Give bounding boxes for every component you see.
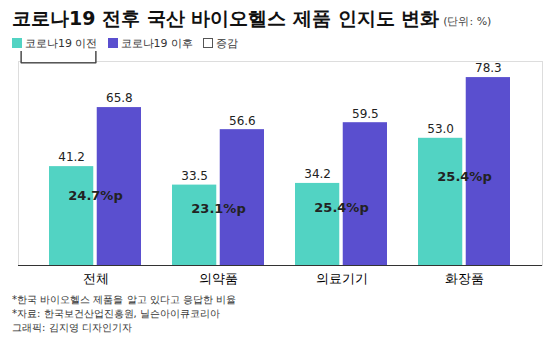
svg-text:34.2: 34.2	[304, 167, 331, 181]
svg-text:59.5: 59.5	[352, 107, 379, 121]
html-text:코로나19 이전: 코로나19 이전	[25, 37, 98, 50]
svg-text:의약품: 의약품	[199, 271, 238, 286]
svg-text:65.8: 65.8	[106, 91, 133, 105]
svg-text:53.0: 53.0	[427, 122, 454, 136]
html-text:코로나19 이후: 코로나19 이후	[120, 37, 193, 50]
html-text:코로나19 전후 국산 바이오헬스 제품 인지도 변화 (단: 코로나19 전후 국산 바이오헬스 제품 인지도 변화 (단위: %)	[12, 7, 492, 29]
html-text:*자료: 한국보건산업진흥원, 닐슨아이큐코리아: *자료: 한국보건산업진흥원, 닐슨아이큐코리아	[12, 308, 220, 319]
html-text:증감: 증감	[216, 37, 238, 50]
svg-text:56.6: 56.6	[229, 114, 256, 128]
html-text:그래픽: 김지영 디자인기자: 그래픽: 김지영 디자인기자	[12, 322, 132, 333]
svg-text:의료기기: 의료기기	[316, 271, 368, 286]
svg-text:전체: 전체	[83, 271, 109, 286]
svg-text:24.7%p: 24.7%p	[68, 188, 122, 203]
svg-text:41.2: 41.2	[58, 150, 85, 164]
svg-text:23.1%p: 23.1%p	[191, 201, 245, 216]
svg-text:25.4%p: 25.4%p	[437, 169, 491, 184]
svg-text:25.4%p: 25.4%p	[314, 200, 368, 215]
svg-text:78.3: 78.3	[475, 61, 502, 75]
svg-text:화장품: 화장품	[445, 271, 484, 286]
html-text:*한국 바이오헬스 제품을 알고 있다고 응답한 비율: *한국 바이오헬스 제품을 알고 있다고 응답한 비율	[12, 294, 237, 305]
svg-text:33.5: 33.5	[181, 169, 208, 183]
